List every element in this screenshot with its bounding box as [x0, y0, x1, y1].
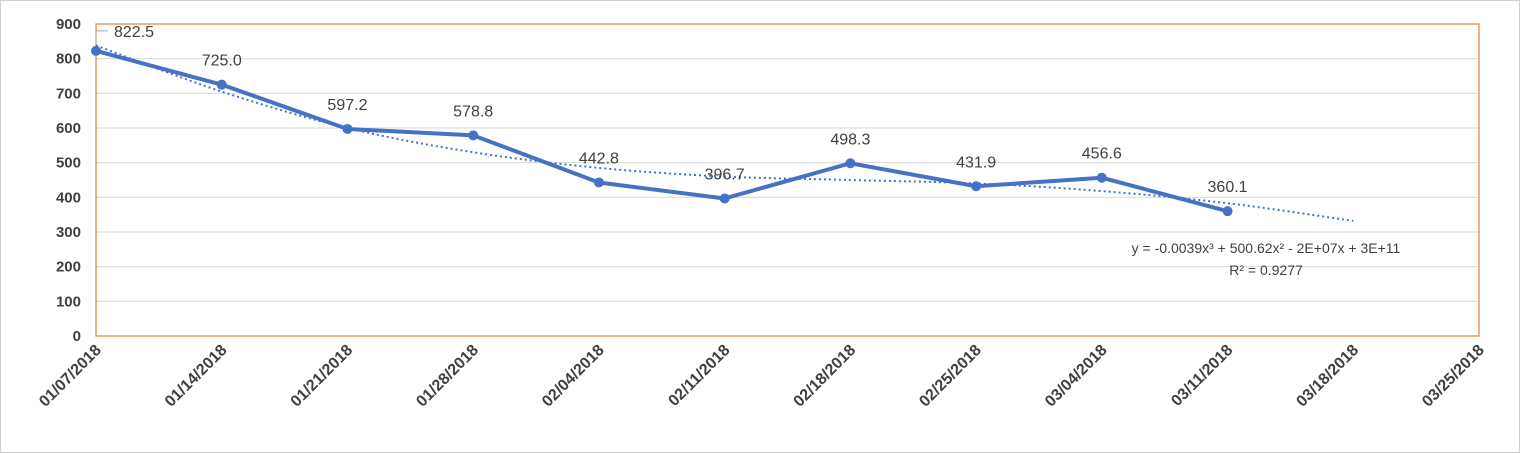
data-point [593, 177, 604, 188]
data-point [719, 193, 730, 204]
y-tick-label: 500 [56, 155, 81, 172]
gridlines [96, 58, 1479, 302]
trendline-equation: y = -0.0039x³ + 500.62x² - 2E+07x + 3E+1… [1132, 240, 1401, 278]
trendline [95, 44, 1354, 222]
data-point [342, 123, 353, 134]
y-axis-ticks: 0 100 200 300 400 500 600 700 800 900 [56, 16, 81, 345]
data-label-leader [95, 30, 108, 45]
x-tick-label: 02/25/2018 [916, 342, 985, 411]
data-point [216, 79, 227, 90]
y-tick-label: 0 [73, 328, 81, 345]
data-point [91, 45, 101, 56]
series-line-path [95, 48, 1229, 214]
trendline-equation-text: y = -0.0039x³ + 500.62x² - 2E+07x + 3E+1… [1132, 240, 1401, 256]
data-label: 396.7 [705, 166, 745, 183]
data-label: 360.1 [1208, 179, 1248, 196]
data-label: 498.3 [830, 131, 870, 148]
x-tick-label: 02/18/2018 [791, 342, 860, 411]
y-tick-label: 700 [56, 85, 81, 102]
series-line [91, 45, 1233, 217]
y-tick-label: 600 [56, 120, 81, 137]
x-tick-label: 02/11/2018 [665, 342, 733, 410]
x-tick-label: 03/11/2018 [1168, 342, 1236, 410]
x-tick-label: 01/28/2018 [413, 342, 482, 411]
data-point [845, 158, 856, 169]
data-labels: 822.5 725.0 597.2 578.8 442.8 396.7 498.3 431.9… [95, 24, 1248, 196]
data-point [1096, 172, 1107, 183]
data-label: 725.0 [202, 53, 242, 70]
x-axis-ticks: 01/07/2018 01/14/2018 01/21/2018 01/28/2018… [36, 342, 1488, 411]
data-point [971, 181, 982, 192]
data-label: 822.5 [114, 24, 154, 41]
data-label: 442.8 [579, 150, 619, 167]
y-tick-label: 800 [56, 51, 81, 68]
y-tick-label: 100 [56, 293, 81, 310]
data-point [1222, 206, 1233, 217]
trendline-path [95, 44, 1354, 222]
x-tick-label: 02/04/2018 [539, 342, 608, 411]
data-label: 578.8 [453, 103, 493, 120]
data-label: 456.6 [1082, 146, 1122, 163]
x-tick-label: 03/25/2018 [1419, 342, 1488, 411]
trendline-r-squared-text: R² = 0.9277 [1229, 262, 1303, 278]
y-tick-label: 900 [56, 16, 81, 33]
data-label: 431.9 [956, 154, 996, 171]
x-tick-label: 01/07/2018 [36, 342, 105, 411]
x-tick-label: 03/04/2018 [1042, 342, 1111, 411]
y-tick-label: 400 [56, 189, 81, 206]
x-tick-label: 01/14/2018 [162, 342, 231, 411]
y-tick-label: 200 [56, 259, 81, 276]
plot-area [95, 23, 1480, 337]
data-label: 597.2 [327, 97, 367, 114]
y-tick-label: 300 [56, 224, 81, 241]
x-tick-label: 03/18/2018 [1293, 342, 1362, 411]
x-tick-label: 01/21/2018 [288, 342, 357, 411]
data-point [468, 130, 479, 141]
